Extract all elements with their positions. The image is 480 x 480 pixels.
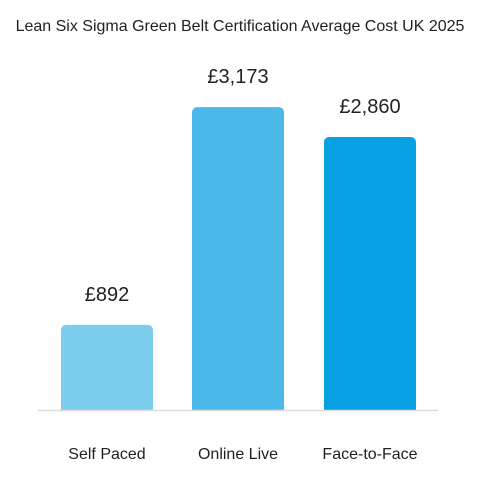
value-label: £2,860 — [339, 96, 400, 118]
chart-title: Lean Six Sigma Green Belt Certification … — [16, 18, 465, 35]
value-label: £3,173 — [207, 66, 268, 88]
bar-online-live — [192, 107, 284, 410]
category-label: Online Live — [198, 446, 278, 463]
value-label: £892 — [85, 284, 130, 306]
category-label: Self Paced — [68, 446, 145, 463]
bar-face-to-face — [324, 137, 416, 410]
bar-self-paced — [61, 324, 153, 410]
category-label: Face-to-Face — [322, 446, 417, 463]
bars-layer: £892 Self Paced £3,173 Online Live £2,860 Fac… — [61, 66, 418, 463]
